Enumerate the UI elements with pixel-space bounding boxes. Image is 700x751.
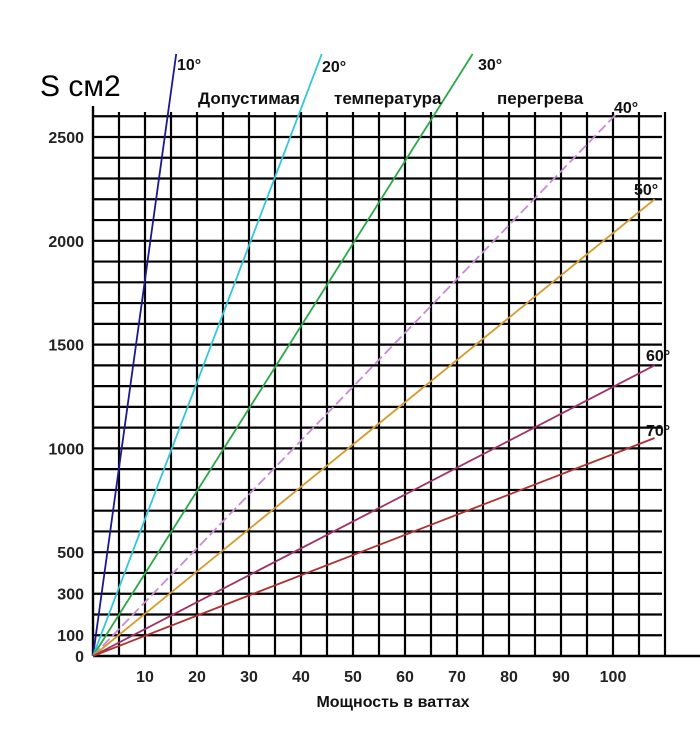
y-tick-label: 2000 (48, 234, 84, 251)
x-tick-label: 100 (600, 669, 627, 686)
title-word-1: Допустимая (198, 89, 300, 108)
x-tick-label: 50 (344, 669, 362, 686)
y-tick-label: 500 (57, 545, 84, 562)
labels: 10° 20° 30° 40° 50° 60° 70° 10 20 30 40 50 60 70 80 90 1… (48, 57, 670, 686)
series-line-5 (92, 198, 656, 657)
x-tick-label: 70 (448, 669, 466, 686)
series-line-3 (92, 53, 474, 657)
series-label-5: 50° (634, 182, 658, 199)
x-tick-label: 80 (500, 669, 518, 686)
series-line-1 (92, 53, 178, 657)
series-line-7 (92, 437, 655, 657)
grid (91, 106, 700, 658)
title-word-3: перегрева (497, 89, 584, 108)
y-tick-label: 100 (57, 628, 84, 645)
x-tick-label: 10 (136, 669, 154, 686)
series-label-7: 70° (646, 423, 670, 440)
series-label-6: 60° (646, 348, 670, 365)
series-label-2: 20° (322, 59, 346, 76)
x-tick-label: 30 (240, 669, 258, 686)
series-label-4: 40° (614, 100, 638, 117)
y-tick-label: 0 (75, 649, 84, 666)
series-line-2 (92, 53, 323, 657)
series-lines (92, 53, 656, 657)
title-word-2: температура (334, 89, 442, 108)
x-tick-label: 40 (292, 669, 310, 686)
series-line-6 (92, 364, 656, 657)
x-tick-label: 60 (396, 669, 414, 686)
x-axis-label: Мощность в ваттах (316, 694, 469, 711)
x-tick-label: 20 (188, 669, 206, 686)
y-tick-label: 1000 (48, 441, 84, 458)
series-label-3: 30° (478, 57, 502, 74)
y-tick-label: 1500 (48, 338, 84, 355)
x-tick-label: 90 (552, 669, 570, 686)
y-axis-label: S см2 (40, 70, 121, 103)
y-tick-label: 2500 (48, 130, 84, 147)
series-label-1: 10° (177, 57, 201, 74)
y-tick-label: 300 (57, 587, 84, 604)
series-line-4 (92, 111, 619, 657)
